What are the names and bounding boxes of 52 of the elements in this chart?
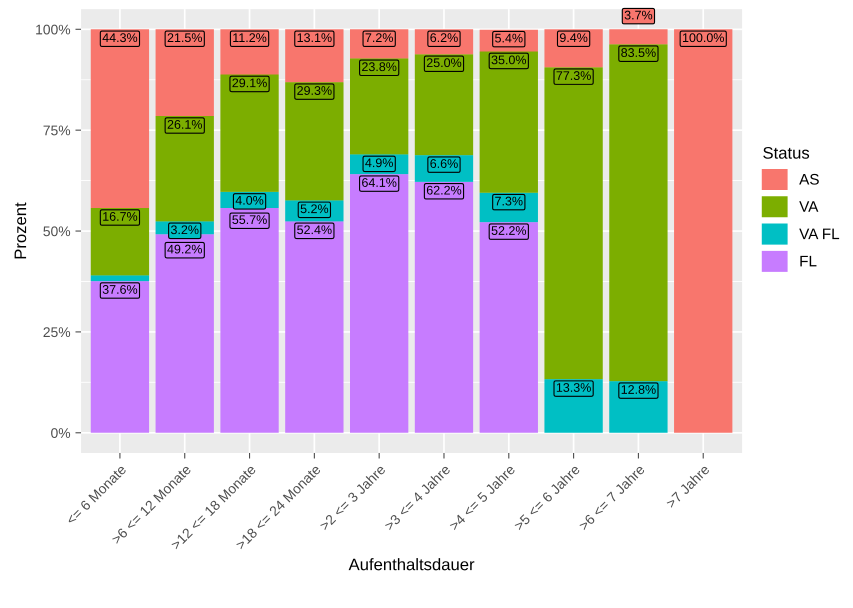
data-label: 83.5% bbox=[621, 48, 656, 58]
data-label: 3.7% bbox=[624, 10, 652, 20]
data-label: 6.6% bbox=[430, 159, 458, 168]
y-tick-label: 100% bbox=[36, 24, 70, 34]
data-label: 44.3% bbox=[102, 33, 138, 42]
data-label: 12.8% bbox=[622, 385, 656, 394]
data-label: 3.2% bbox=[170, 225, 199, 234]
data-label: 4.0% bbox=[236, 196, 264, 205]
bar bbox=[674, 29, 732, 433]
data-label: 5.4% bbox=[495, 34, 523, 43]
data-label: 7.2% bbox=[366, 33, 393, 42]
data-label: 52.4% bbox=[297, 225, 332, 234]
data-label: 29.3% bbox=[297, 86, 332, 95]
legend-label: AS bbox=[799, 174, 819, 185]
data-label: 5.2% bbox=[300, 204, 328, 214]
data-label: 52.2% bbox=[492, 226, 526, 235]
data-label: 35.0% bbox=[492, 55, 526, 64]
data-label: 23.8% bbox=[362, 62, 396, 72]
data-label: 21.5% bbox=[168, 33, 202, 42]
y-axis-title: Prozent bbox=[14, 202, 26, 258]
x-axis-title: Aufenthaltsdauer bbox=[348, 558, 474, 570]
data-label: 4.9% bbox=[365, 158, 393, 168]
data-label: 7.3% bbox=[495, 196, 523, 206]
data-label: 100.0% bbox=[682, 33, 724, 42]
y-tick-label: 75% bbox=[44, 126, 70, 136]
data-label: 6.2% bbox=[430, 33, 458, 42]
data-label: 13.1% bbox=[298, 33, 332, 42]
bar bbox=[414, 182, 474, 433]
data-label: 37.6% bbox=[102, 285, 138, 294]
bar bbox=[90, 281, 150, 433]
data-label: 9.4% bbox=[560, 33, 588, 42]
y-tick-label: 50% bbox=[43, 226, 70, 236]
data-label: 25.0% bbox=[426, 58, 462, 68]
bar bbox=[350, 174, 408, 433]
data-label: 49.2% bbox=[167, 244, 202, 254]
data-label: 29.1% bbox=[232, 78, 267, 88]
bar bbox=[285, 221, 344, 433]
data-label: 62.2% bbox=[426, 186, 462, 195]
data-label: 13.3% bbox=[556, 383, 591, 392]
legend-title: Status bbox=[763, 146, 810, 159]
data-label: 11.2% bbox=[233, 33, 266, 42]
data-label: 26.1% bbox=[168, 120, 202, 129]
bar bbox=[480, 222, 538, 433]
data-label: 55.7% bbox=[232, 215, 267, 224]
legend-label: VA bbox=[799, 201, 818, 212]
legend-label: FL bbox=[800, 256, 816, 266]
y-tick-label: 0% bbox=[51, 428, 70, 438]
data-label: 77.3% bbox=[556, 71, 591, 80]
y-tick-label: 25% bbox=[44, 327, 70, 338]
legend-label: VA FL bbox=[799, 228, 840, 240]
data-label: 64.1% bbox=[362, 178, 396, 187]
data-label: 16.7% bbox=[103, 212, 138, 221]
